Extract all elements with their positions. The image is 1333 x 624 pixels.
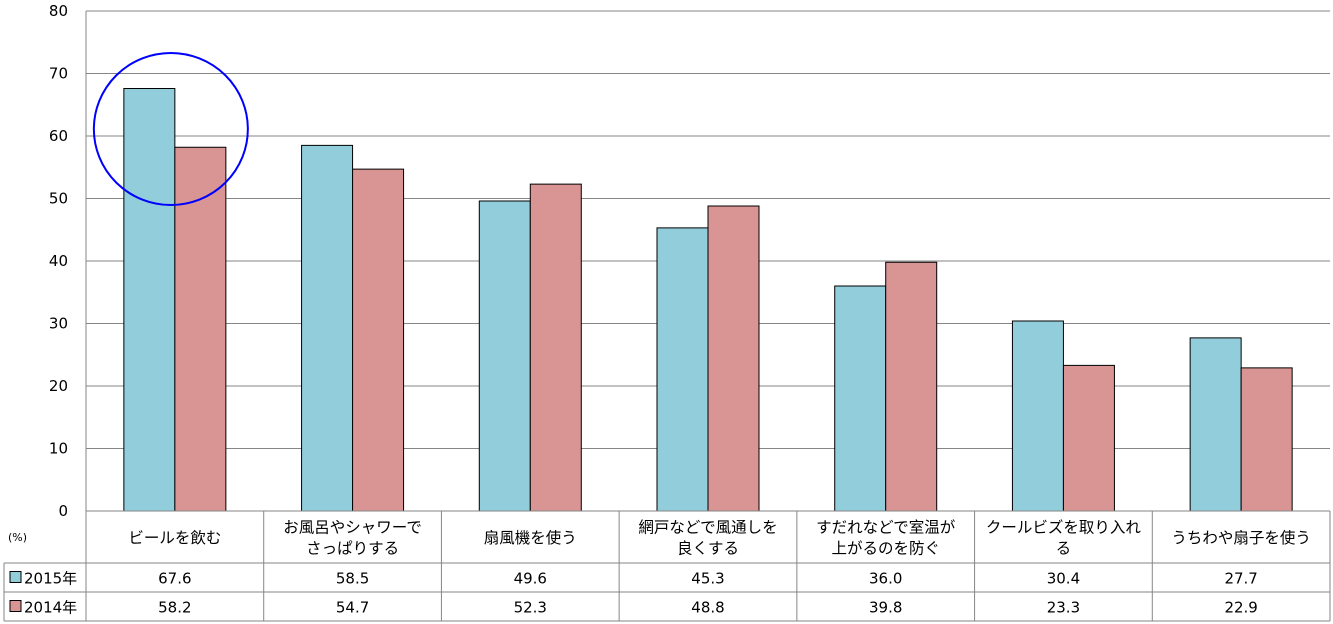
category-label-2: 扇風機を使う xyxy=(484,529,577,547)
data-label-1-6: 22.9 xyxy=(1224,599,1257,617)
bar-series1-1 xyxy=(301,144,354,512)
data-label-1-0: 58.2 xyxy=(158,599,191,617)
category-label-3-line1: 良くする xyxy=(677,540,739,558)
category-label-3-line0: 網戸などで風通しを xyxy=(638,519,777,537)
y-tick-label-20: 20 xyxy=(49,377,68,395)
bar-series2-5 xyxy=(1062,364,1115,512)
data-label-0-6: 27.7 xyxy=(1224,570,1257,588)
data-label-1-2: 52.3 xyxy=(514,599,547,617)
y-tick-label-10: 10 xyxy=(49,440,68,458)
y-tick-label-60: 60 xyxy=(49,127,68,145)
bar-series1-2 xyxy=(478,200,531,512)
data-label-1-4: 39.8 xyxy=(869,599,902,617)
legend-label-1: 2014年 xyxy=(24,599,77,617)
legend-swatch-1 xyxy=(9,600,22,612)
y-tick-label-50: 50 xyxy=(49,190,68,208)
category-label-1-line1: さっぱりする xyxy=(306,540,399,558)
bar-series1-5 xyxy=(1011,320,1064,512)
bar-series2-2 xyxy=(529,183,582,512)
y-tick-label-40: 40 xyxy=(49,252,68,270)
bar-series1-4 xyxy=(834,285,887,512)
category-label-1-line0: お風呂やシャワーで xyxy=(283,519,422,537)
y-tick-label-80: 80 xyxy=(49,2,68,20)
legend-swatch-0 xyxy=(9,571,22,583)
data-label-0-2: 49.6 xyxy=(514,570,547,588)
legend-label-0: 2015年 xyxy=(24,570,77,588)
data-label-0-0: 67.6 xyxy=(158,570,191,588)
bar-series2-1 xyxy=(352,168,405,512)
data-label-0-5: 30.4 xyxy=(1047,570,1080,588)
data-label-1-3: 48.8 xyxy=(691,599,724,617)
y-tick-label-70: 70 xyxy=(49,65,68,83)
highlight-circle xyxy=(92,52,249,206)
bar-series2-6 xyxy=(1240,367,1293,512)
category-label-4-line1: 上がるのを防ぐ xyxy=(831,540,940,558)
y-tick-label-0: 0 xyxy=(58,502,68,520)
y-tick-label-30: 30 xyxy=(49,315,68,333)
bar-series1-3 xyxy=(656,227,709,512)
category-label-0: ビールを飲む xyxy=(128,529,221,547)
bar-series2-4 xyxy=(885,261,938,512)
bar-series2-3 xyxy=(707,205,760,512)
data-label-0-3: 45.3 xyxy=(691,570,724,588)
category-label-5-line0: クールビズを取り入れ xyxy=(986,519,1142,537)
unit-label: (%) xyxy=(8,531,27,544)
category-label-5-line1: る xyxy=(1056,540,1072,558)
bar-series2-0 xyxy=(174,146,227,512)
data-label-1-5: 23.3 xyxy=(1047,599,1080,617)
data-label-0-1: 58.5 xyxy=(336,570,369,588)
category-label-6: うちわや扇子を使う xyxy=(1171,529,1311,547)
data-label-1-1: 54.7 xyxy=(336,599,369,617)
bar-series1-0 xyxy=(123,88,176,512)
category-label-4-line0: すだれなどで室温が xyxy=(816,519,956,537)
data-label-0-4: 36.0 xyxy=(869,570,902,588)
bar-series1-6 xyxy=(1189,337,1242,512)
